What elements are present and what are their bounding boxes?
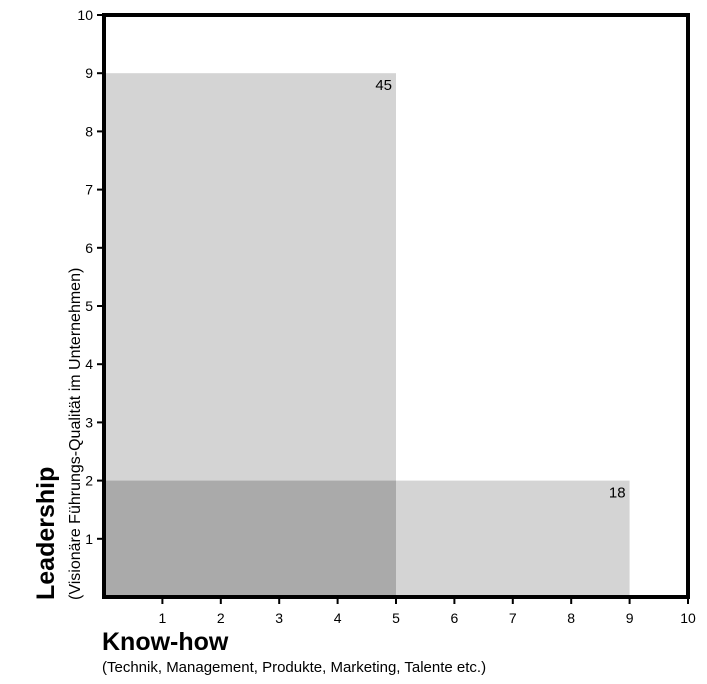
x-tick-label: 7 [509,610,517,626]
y-axis-subtitle: (Visionäre Führungs-Qualität im Unterneh… [67,267,84,600]
x-axis-subtitle: (Technik, Management, Produkte, Marketin… [102,659,487,676]
x-axis-title: Know-how [102,628,229,656]
y-tick-label: 4 [85,356,93,372]
y-tick-label: 3 [85,414,93,430]
x-tick-label: 8 [567,610,575,626]
y-tick-label: 6 [85,240,93,256]
y-tick-label: 9 [85,65,93,81]
value-label-2: 18 [609,485,626,502]
value-labels-layer: 45 18 [375,77,625,501]
y-ticks-layer: 1 2 3 4 5 6 7 8 9 10 [77,7,104,547]
value-label-1: 45 [375,77,392,94]
y-tick-label: 7 [85,182,93,198]
y-axis-title: Leadership [32,466,60,600]
x-tick-label: 9 [626,610,634,626]
overlap-rect [104,480,396,597]
x-tick-label: 3 [275,610,283,626]
x-ticks-layer: 1 2 3 4 5 6 7 8 9 10 [159,597,696,626]
x-tick-label: 2 [217,610,225,626]
x-tick-label: 6 [451,610,459,626]
y-tick-label: 2 [85,473,93,489]
y-tick-label: 10 [77,7,93,23]
x-tick-label: 10 [680,610,696,626]
y-tick-label: 5 [85,298,93,314]
x-tick-label: 4 [334,610,342,626]
rectangles-layer [104,73,630,597]
y-tick-label: 1 [85,531,93,547]
y-tick-label: 8 [85,123,93,139]
x-tick-label: 1 [159,610,167,626]
x-tick-label: 5 [392,610,400,626]
